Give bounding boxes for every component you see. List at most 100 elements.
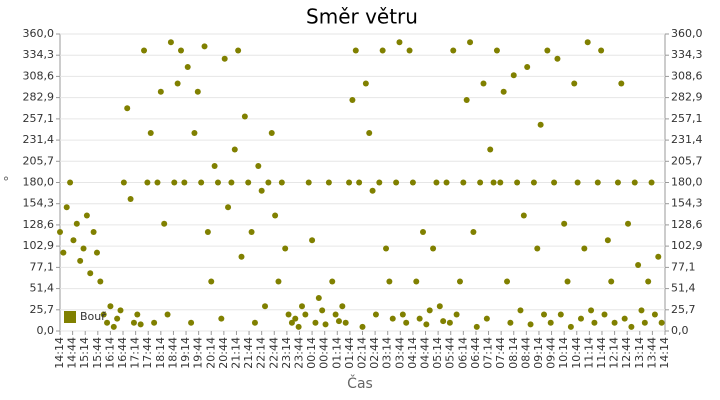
point <box>302 311 309 318</box>
x-tick-label: 08:14 <box>507 337 520 369</box>
point <box>591 319 598 326</box>
y-tick-label: 360,0 <box>23 27 55 40</box>
point <box>285 311 292 318</box>
point <box>235 47 242 54</box>
x-tick-label: 10:14 <box>557 337 570 369</box>
point <box>477 179 484 186</box>
point <box>137 321 144 328</box>
point <box>608 278 615 285</box>
chart-title: Směr větru <box>306 5 418 29</box>
point <box>322 321 329 328</box>
x-tick-label: 11:44 <box>595 337 608 369</box>
point <box>70 237 77 244</box>
x-tick-label: 09:14 <box>532 337 545 369</box>
y-tick-label: 0,0 <box>37 324 55 337</box>
point <box>658 319 665 326</box>
point <box>446 319 453 326</box>
x-tick-label: 11:14 <box>582 337 595 369</box>
point <box>588 307 595 314</box>
point <box>493 47 500 54</box>
x-tick-label: 14:14 <box>658 337 671 369</box>
point <box>473 323 480 330</box>
point <box>470 229 477 235</box>
point <box>309 237 316 244</box>
point <box>554 55 561 62</box>
point <box>537 121 544 128</box>
y2-tick-label: 360,0 <box>671 27 703 40</box>
point <box>399 311 406 318</box>
point <box>581 245 588 252</box>
point <box>346 179 353 186</box>
point <box>601 311 608 318</box>
y-tick-label: 180,0 <box>23 176 55 189</box>
x-tick-label: 16:14 <box>103 337 116 369</box>
point <box>393 179 400 186</box>
point <box>191 130 198 136</box>
x-tick-label: 15:44 <box>91 337 104 369</box>
point <box>315 295 322 301</box>
point <box>541 311 547 318</box>
y2-tick-label: 257,1 <box>671 112 703 125</box>
point <box>241 113 248 120</box>
point <box>403 319 410 326</box>
point <box>440 318 447 325</box>
point <box>614 179 621 186</box>
point <box>527 321 534 328</box>
point <box>164 311 171 318</box>
x-tick-label: 07:44 <box>494 337 507 369</box>
point <box>349 97 356 103</box>
x-tick-label: 21:14 <box>229 337 242 369</box>
legend-label: Bouř <box>80 310 106 323</box>
point <box>561 220 568 227</box>
point <box>305 179 312 186</box>
point <box>171 179 178 186</box>
point <box>272 212 279 219</box>
point <box>130 319 137 326</box>
point <box>87 270 94 277</box>
point <box>604 237 611 244</box>
y-tick-label: 231,4 <box>23 133 55 146</box>
y2-tick-label: 308,6 <box>671 69 703 82</box>
point <box>218 315 225 322</box>
point <box>77 257 84 264</box>
y2-tick-label: 154,3 <box>671 197 703 210</box>
point <box>104 319 111 326</box>
point <box>312 319 319 326</box>
y2-tick-label: 334,3 <box>671 48 703 61</box>
point <box>651 311 658 318</box>
point <box>231 146 238 153</box>
point <box>480 80 487 87</box>
point <box>268 130 275 136</box>
point <box>648 179 655 186</box>
point <box>134 311 141 318</box>
point <box>174 80 181 87</box>
point <box>90 229 97 235</box>
point <box>262 303 269 310</box>
x-tick-label: 08:44 <box>519 337 532 369</box>
point <box>245 179 252 186</box>
point <box>73 220 80 227</box>
y2-tick-label: 0,0 <box>671 324 689 337</box>
point <box>497 179 504 186</box>
y-tick-label: 128,6 <box>23 218 55 231</box>
point <box>413 278 420 285</box>
y-axis-label: ° <box>3 176 10 191</box>
point <box>504 278 511 285</box>
point <box>510 72 517 79</box>
y2-tick-label: 102,9 <box>671 239 703 252</box>
point <box>282 245 289 252</box>
point <box>450 47 457 54</box>
x-tick-label: 23:14 <box>280 337 293 369</box>
y-tick-label: 205,7 <box>23 154 55 167</box>
point <box>396 39 403 46</box>
x-tick-label: 19:14 <box>179 337 192 369</box>
y-tick-label: 102,9 <box>23 239 55 252</box>
point <box>147 130 154 136</box>
point <box>426 307 433 314</box>
point <box>544 47 551 54</box>
point <box>500 88 507 95</box>
point <box>524 64 531 70</box>
point <box>366 130 373 136</box>
point <box>383 245 390 252</box>
x-tick-label: 22:14 <box>255 337 268 369</box>
